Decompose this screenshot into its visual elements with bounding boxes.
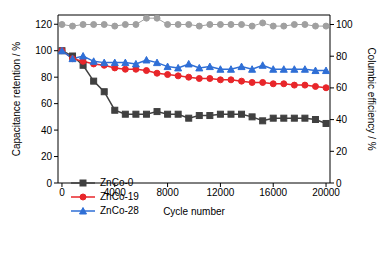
svg-text:0: 0 [46, 178, 52, 189]
svg-text:100: 100 [336, 19, 353, 30]
svg-text:Capacitance retention / %: Capacitance retention / % [11, 42, 22, 157]
svg-text:20: 20 [336, 146, 348, 157]
svg-text:4000: 4000 [104, 187, 127, 198]
svg-text:80: 80 [41, 72, 53, 83]
svg-text:Columbic efficiency / %: Columbic efficiency / % [366, 47, 377, 150]
svg-text:12000: 12000 [207, 187, 235, 198]
svg-text:0: 0 [336, 178, 342, 189]
svg-text:Cycle number: Cycle number [163, 206, 225, 217]
svg-text:80: 80 [336, 51, 348, 62]
svg-text:20: 20 [41, 151, 53, 162]
svg-text:40: 40 [336, 114, 348, 125]
svg-text:120: 120 [35, 19, 52, 30]
svg-text:60: 60 [41, 98, 53, 109]
svg-text:40: 40 [41, 125, 53, 136]
svg-text:16000: 16000 [259, 187, 287, 198]
svg-text:20000: 20000 [312, 187, 340, 198]
svg-text:100: 100 [35, 45, 52, 56]
svg-text:0: 0 [59, 187, 65, 198]
svg-text:8000: 8000 [156, 187, 179, 198]
svg-text:60: 60 [336, 82, 348, 93]
